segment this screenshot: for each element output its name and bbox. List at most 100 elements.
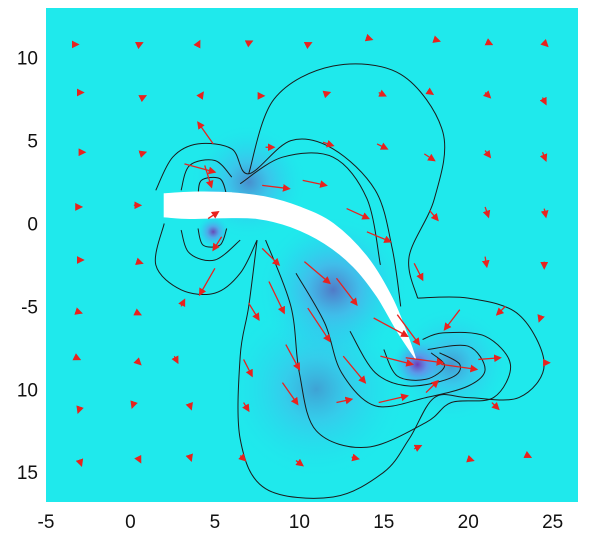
y-tick-label: 15 <box>17 463 38 484</box>
vector-arrow <box>482 90 492 99</box>
x-tick-label: 25 <box>542 512 563 533</box>
vector-arrow <box>425 379 439 394</box>
vector-arrow <box>482 206 491 219</box>
vector-arrow <box>484 38 494 46</box>
vector-arrow <box>72 353 82 361</box>
vector-arrow <box>238 453 247 462</box>
vector-arrow <box>537 314 545 323</box>
vector-arrow <box>342 355 367 384</box>
intensity-hotspot <box>223 298 410 481</box>
vector-arrow <box>366 231 392 243</box>
vector-arrow <box>540 38 549 48</box>
vector-arrow <box>178 298 186 308</box>
intensity-hotspot <box>392 306 511 423</box>
vector-arrow <box>373 317 409 337</box>
vector-arrow <box>336 396 354 405</box>
vector-arrow <box>539 151 548 162</box>
vector-arrow <box>207 211 220 220</box>
contour-line <box>197 228 228 248</box>
vector-arrow <box>285 344 301 371</box>
vector-arrow <box>130 400 138 409</box>
contour-line <box>155 138 402 307</box>
vector-arrow <box>135 257 144 266</box>
vector-arrow <box>483 149 492 159</box>
vector-arrow <box>322 139 335 148</box>
vector-arrow <box>184 163 217 175</box>
y-tick-label: 0 <box>27 215 38 236</box>
vector-arrow <box>523 450 533 458</box>
vector-arrow <box>413 262 424 282</box>
vector-arrow <box>244 40 254 48</box>
vector-arrow <box>376 142 389 150</box>
contour-line <box>154 223 258 296</box>
vector-arrow <box>138 150 148 158</box>
x-tick-label: 0 <box>125 512 136 533</box>
vector-arrow <box>478 354 502 363</box>
vector-arrow <box>396 314 421 346</box>
vector-arrow <box>242 402 250 413</box>
vector-arrow <box>185 402 193 411</box>
vector-arrow <box>133 308 142 316</box>
vector-arrow <box>405 357 445 366</box>
vector-arrow <box>491 402 500 411</box>
vector-arrow <box>268 281 285 315</box>
vector-arrow <box>248 302 260 321</box>
vector-arrow <box>378 393 409 404</box>
contour-line <box>248 63 446 299</box>
vector-arrow <box>198 267 216 297</box>
contour-line <box>180 229 241 262</box>
x-tick-label: 5 <box>210 512 221 533</box>
vector-arrow <box>351 453 360 462</box>
vector-arrow <box>539 96 547 106</box>
vector-arrow <box>302 179 328 188</box>
vector-arrow <box>425 87 435 96</box>
vector-arrows <box>71 33 551 468</box>
contour-line <box>239 152 381 266</box>
vector-arrow <box>443 309 461 331</box>
vector-arrow <box>413 444 423 452</box>
vector-arrow <box>423 153 436 162</box>
y-tick-label: 10 <box>17 49 38 70</box>
y-tick-label: 5 <box>27 132 38 153</box>
contour-line <box>197 176 228 198</box>
vector-arrow <box>197 121 214 145</box>
vector-arrow <box>204 165 214 189</box>
contour-line <box>180 159 233 191</box>
vector-arrow <box>380 355 414 367</box>
vector-arrow <box>75 458 84 468</box>
contour-line <box>237 240 545 499</box>
vector-arrow <box>346 207 370 220</box>
vector-arrow <box>303 261 331 285</box>
vector-arrow <box>322 90 332 99</box>
vector-arrow <box>76 405 84 414</box>
vector-arrow <box>196 91 204 100</box>
vector-arrow <box>364 33 374 42</box>
vector-arrow <box>185 453 193 463</box>
vector-arrow <box>428 209 439 222</box>
vector-arrow <box>138 95 148 103</box>
x-tick-label: 10 <box>289 512 310 533</box>
vector-arrow <box>261 247 281 267</box>
vector-arrow <box>281 382 299 406</box>
vector-arrow <box>303 42 313 50</box>
vector-arrow <box>74 307 83 315</box>
vector-arrow <box>193 39 201 49</box>
vector-arrow <box>441 363 479 373</box>
vector-arrow <box>481 256 490 269</box>
vector-arrow <box>243 359 253 378</box>
vector-arrow <box>262 184 291 192</box>
x-tick-label: 20 <box>458 512 479 533</box>
x-tick-label: -5 <box>38 512 55 533</box>
vector-arrow <box>540 208 549 219</box>
y-tick-label: -5 <box>21 297 38 318</box>
vector-arrow <box>134 454 142 464</box>
x-tick-label: 15 <box>373 512 394 533</box>
vector-arrow <box>432 35 441 43</box>
vector-arrow <box>378 89 387 97</box>
axis-ticks: -5 0 5 10 15 20 25 10 5 0 -5 10 15 <box>17 49 563 533</box>
contour-line <box>265 239 512 449</box>
vector-arrow <box>335 277 358 306</box>
vector-arrow <box>134 42 144 50</box>
y-tick-label: 10 <box>17 380 38 401</box>
